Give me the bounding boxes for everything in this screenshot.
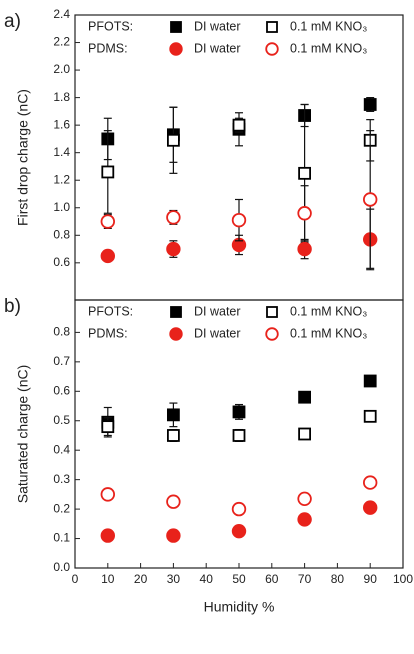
marker — [166, 429, 180, 442]
panel-label: a) — [4, 11, 21, 32]
x-tick-label: 0 — [72, 572, 79, 586]
x-tick-label: 50 — [232, 572, 246, 586]
marker — [298, 427, 312, 441]
legend-label: 0.1 mM KNO₃ — [290, 304, 367, 318]
x-tick-label: 90 — [364, 572, 378, 586]
marker — [166, 210, 181, 225]
marker — [100, 248, 116, 264]
y-tick-label: 0.6 — [53, 255, 70, 269]
marker — [231, 501, 247, 517]
y-tick-label: 0.2 — [53, 501, 70, 515]
y-tick-label: 0.0 — [53, 560, 70, 574]
panel-label: b) — [4, 296, 21, 317]
marker — [297, 206, 312, 221]
legend-group: PFOTS: — [88, 19, 133, 33]
y-tick-label: 0.5 — [53, 413, 70, 427]
x-tick-label: 60 — [265, 572, 279, 586]
x-tick-label: 70 — [298, 572, 312, 586]
legend-label: 0.1 mM KNO₃ — [290, 326, 367, 340]
legend-label: DI water — [194, 326, 241, 340]
x-axis-label: Humidity % — [204, 599, 275, 615]
y-tick-label: 0.6 — [53, 383, 70, 397]
y-tick-label: 0.1 — [53, 531, 70, 545]
legend-marker — [266, 21, 278, 33]
legend-marker — [170, 306, 182, 318]
y-tick-label: 2.4 — [53, 7, 70, 21]
marker — [100, 528, 116, 543]
marker — [297, 512, 312, 527]
legend-marker — [170, 21, 182, 33]
legend-label: 0.1 mM KNO₃ — [290, 19, 367, 33]
legend-label: DI water — [194, 19, 241, 33]
y-axis-label: First drop charge (nC) — [15, 89, 31, 226]
legend-marker — [265, 42, 279, 56]
legend-group: PDMS: — [88, 326, 128, 340]
marker — [231, 212, 247, 228]
marker — [298, 390, 312, 404]
y-tick-label: 1.8 — [53, 90, 70, 104]
y-tick-label: 1.4 — [53, 145, 70, 159]
marker — [363, 409, 377, 423]
marker — [166, 408, 180, 422]
legend-marker — [265, 327, 279, 341]
marker — [166, 133, 180, 147]
y-tick-label: 1.6 — [53, 117, 70, 131]
y-tick-label: 0.8 — [53, 227, 70, 241]
x-tick-label: 30 — [167, 572, 181, 586]
y-tick-label: 2.0 — [53, 62, 70, 76]
marker — [166, 241, 181, 257]
x-tick-label: 80 — [331, 572, 345, 586]
marker — [232, 429, 246, 442]
legend-label: DI water — [194, 41, 241, 55]
marker — [166, 528, 181, 543]
y-axis-label: Saturated charge (nC) — [15, 365, 31, 504]
marker — [232, 118, 246, 132]
y-tick-label: 2.2 — [53, 35, 70, 49]
legend-label: DI water — [194, 304, 241, 318]
y-tick-label: 1.0 — [53, 200, 70, 214]
plot-frame — [74, 14, 404, 301]
y-tick-label: 1.2 — [53, 172, 70, 186]
marker — [363, 98, 377, 111]
y-tick-label: 0.8 — [53, 325, 70, 339]
marker — [298, 166, 312, 180]
marker — [231, 523, 247, 539]
marker — [101, 165, 115, 179]
y-tick-label: 0.7 — [53, 354, 70, 368]
x-tick-label: 40 — [200, 572, 214, 586]
marker — [100, 214, 116, 229]
marker — [363, 475, 378, 490]
legend-marker — [169, 42, 183, 56]
legend-marker — [266, 306, 278, 318]
marker — [166, 494, 181, 509]
x-tick-label: 10 — [101, 572, 115, 586]
x-tick-label: 100 — [393, 572, 413, 586]
marker — [363, 374, 377, 388]
legend-marker — [169, 327, 183, 341]
x-tick-label: 20 — [134, 572, 148, 586]
marker — [101, 420, 115, 434]
marker — [297, 241, 312, 257]
marker — [232, 405, 246, 419]
marker — [363, 500, 378, 515]
marker — [297, 491, 312, 506]
y-tick-label: 0.4 — [53, 442, 70, 456]
legend-group: PDMS: — [88, 41, 128, 55]
legend-label: 0.1 mM KNO₃ — [290, 41, 367, 55]
marker — [100, 487, 116, 502]
marker — [363, 192, 378, 207]
y-tick-label: 0.3 — [53, 472, 70, 486]
legend-group: PFOTS: — [88, 304, 133, 318]
